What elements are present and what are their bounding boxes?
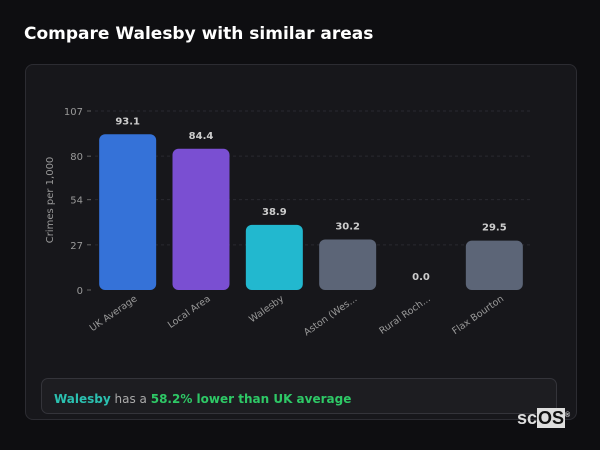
summary-area: Walesby [54, 392, 111, 406]
data-label: 30.2 [335, 221, 360, 232]
page-title: Compare Walesby with similar areas [24, 24, 374, 44]
data-label: 38.9 [262, 207, 287, 218]
data-label: 29.5 [482, 223, 507, 234]
data-label: 84.4 [189, 131, 214, 142]
data-label: 93.1 [115, 116, 140, 127]
bar [172, 148, 230, 290]
bar [99, 134, 157, 290]
x-tick-label: Walesby [247, 293, 286, 325]
bar [319, 239, 377, 290]
bar [245, 224, 303, 290]
summary-comparison: 58.2% lower than UK average [150, 392, 352, 406]
y-tick-label: 0 [77, 286, 83, 297]
logo-mark: ® [565, 412, 571, 419]
summary-text: has a [110, 392, 151, 406]
x-tick-label: UK Average [88, 293, 140, 334]
y-tick-label: 107 [64, 107, 83, 118]
x-tick-label: Flax Bourton [450, 293, 506, 337]
data-label: 0.0 [412, 272, 430, 283]
x-tick-label: Local Area [166, 293, 213, 330]
y-tick-label: 80 [70, 152, 83, 163]
y-tick-label: 27 [70, 241, 83, 252]
bar [465, 240, 523, 290]
logo-text-a: sc [517, 408, 538, 428]
x-tick-label: Aston (Wes... [302, 293, 359, 338]
y-axis-label: Crimes per 1,000 [45, 157, 56, 244]
x-tick-label: Rural Roch... [377, 293, 432, 336]
y-tick-label: 54 [70, 196, 83, 207]
logo-text-b: OS [537, 408, 566, 428]
scos-logo: scOS® [517, 408, 570, 429]
summary-box: Walesby has a 58.2% lower than UK averag… [41, 378, 557, 414]
